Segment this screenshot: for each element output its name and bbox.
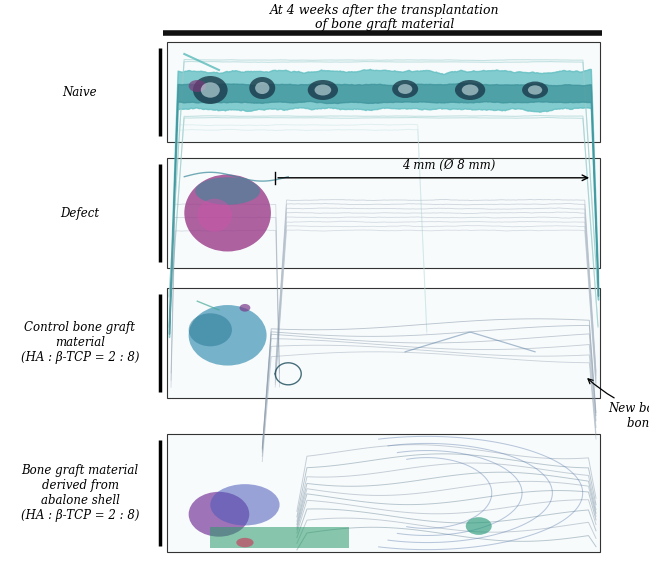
Ellipse shape [522,82,548,98]
Bar [167,434,600,552]
Ellipse shape [189,314,232,346]
Ellipse shape [249,77,275,99]
Ellipse shape [392,80,418,98]
Ellipse shape [189,305,267,366]
Ellipse shape [239,304,251,312]
Ellipse shape [201,82,220,98]
Ellipse shape [308,80,338,100]
Text: Control bone graft
material
(HA : β-TCP = 2 : 8): Control bone graft material (HA : β-TCP … [21,321,140,365]
Text: Naive: Naive [63,85,97,98]
Bar [210,527,349,548]
Ellipse shape [197,199,232,231]
Ellipse shape [195,177,260,205]
Ellipse shape [210,484,280,525]
Bar [167,158,600,268]
Ellipse shape [315,84,331,96]
Ellipse shape [398,84,412,94]
Text: of bone graft material: of bone graft material [315,18,455,31]
Text: New bone + transplanted
bone graft material: New bone + transplanted bone graft mater… [588,379,649,430]
Bar [167,288,600,398]
Text: Bone graft material
derived from
abalone shell
(HA : β-TCP = 2 : 8): Bone graft material derived from abalone… [21,464,140,522]
Ellipse shape [455,80,485,100]
Text: Defect: Defect [60,207,99,220]
Bar [167,42,600,142]
Text: At 4 weeks after the transplantation: At 4 weeks after the transplantation [270,4,500,17]
Ellipse shape [189,80,206,92]
Ellipse shape [255,82,269,94]
Ellipse shape [189,492,249,537]
Ellipse shape [193,76,228,104]
Ellipse shape [466,517,492,535]
Text: 4 mm (Ø 8 mm): 4 mm (Ø 8 mm) [402,159,495,172]
Ellipse shape [462,84,478,96]
Ellipse shape [184,174,271,251]
Ellipse shape [236,538,254,547]
Ellipse shape [528,85,542,95]
